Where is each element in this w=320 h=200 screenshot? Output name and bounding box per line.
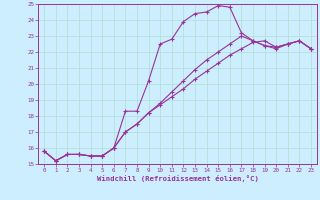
- X-axis label: Windchill (Refroidissement éolien,°C): Windchill (Refroidissement éolien,°C): [97, 175, 259, 182]
